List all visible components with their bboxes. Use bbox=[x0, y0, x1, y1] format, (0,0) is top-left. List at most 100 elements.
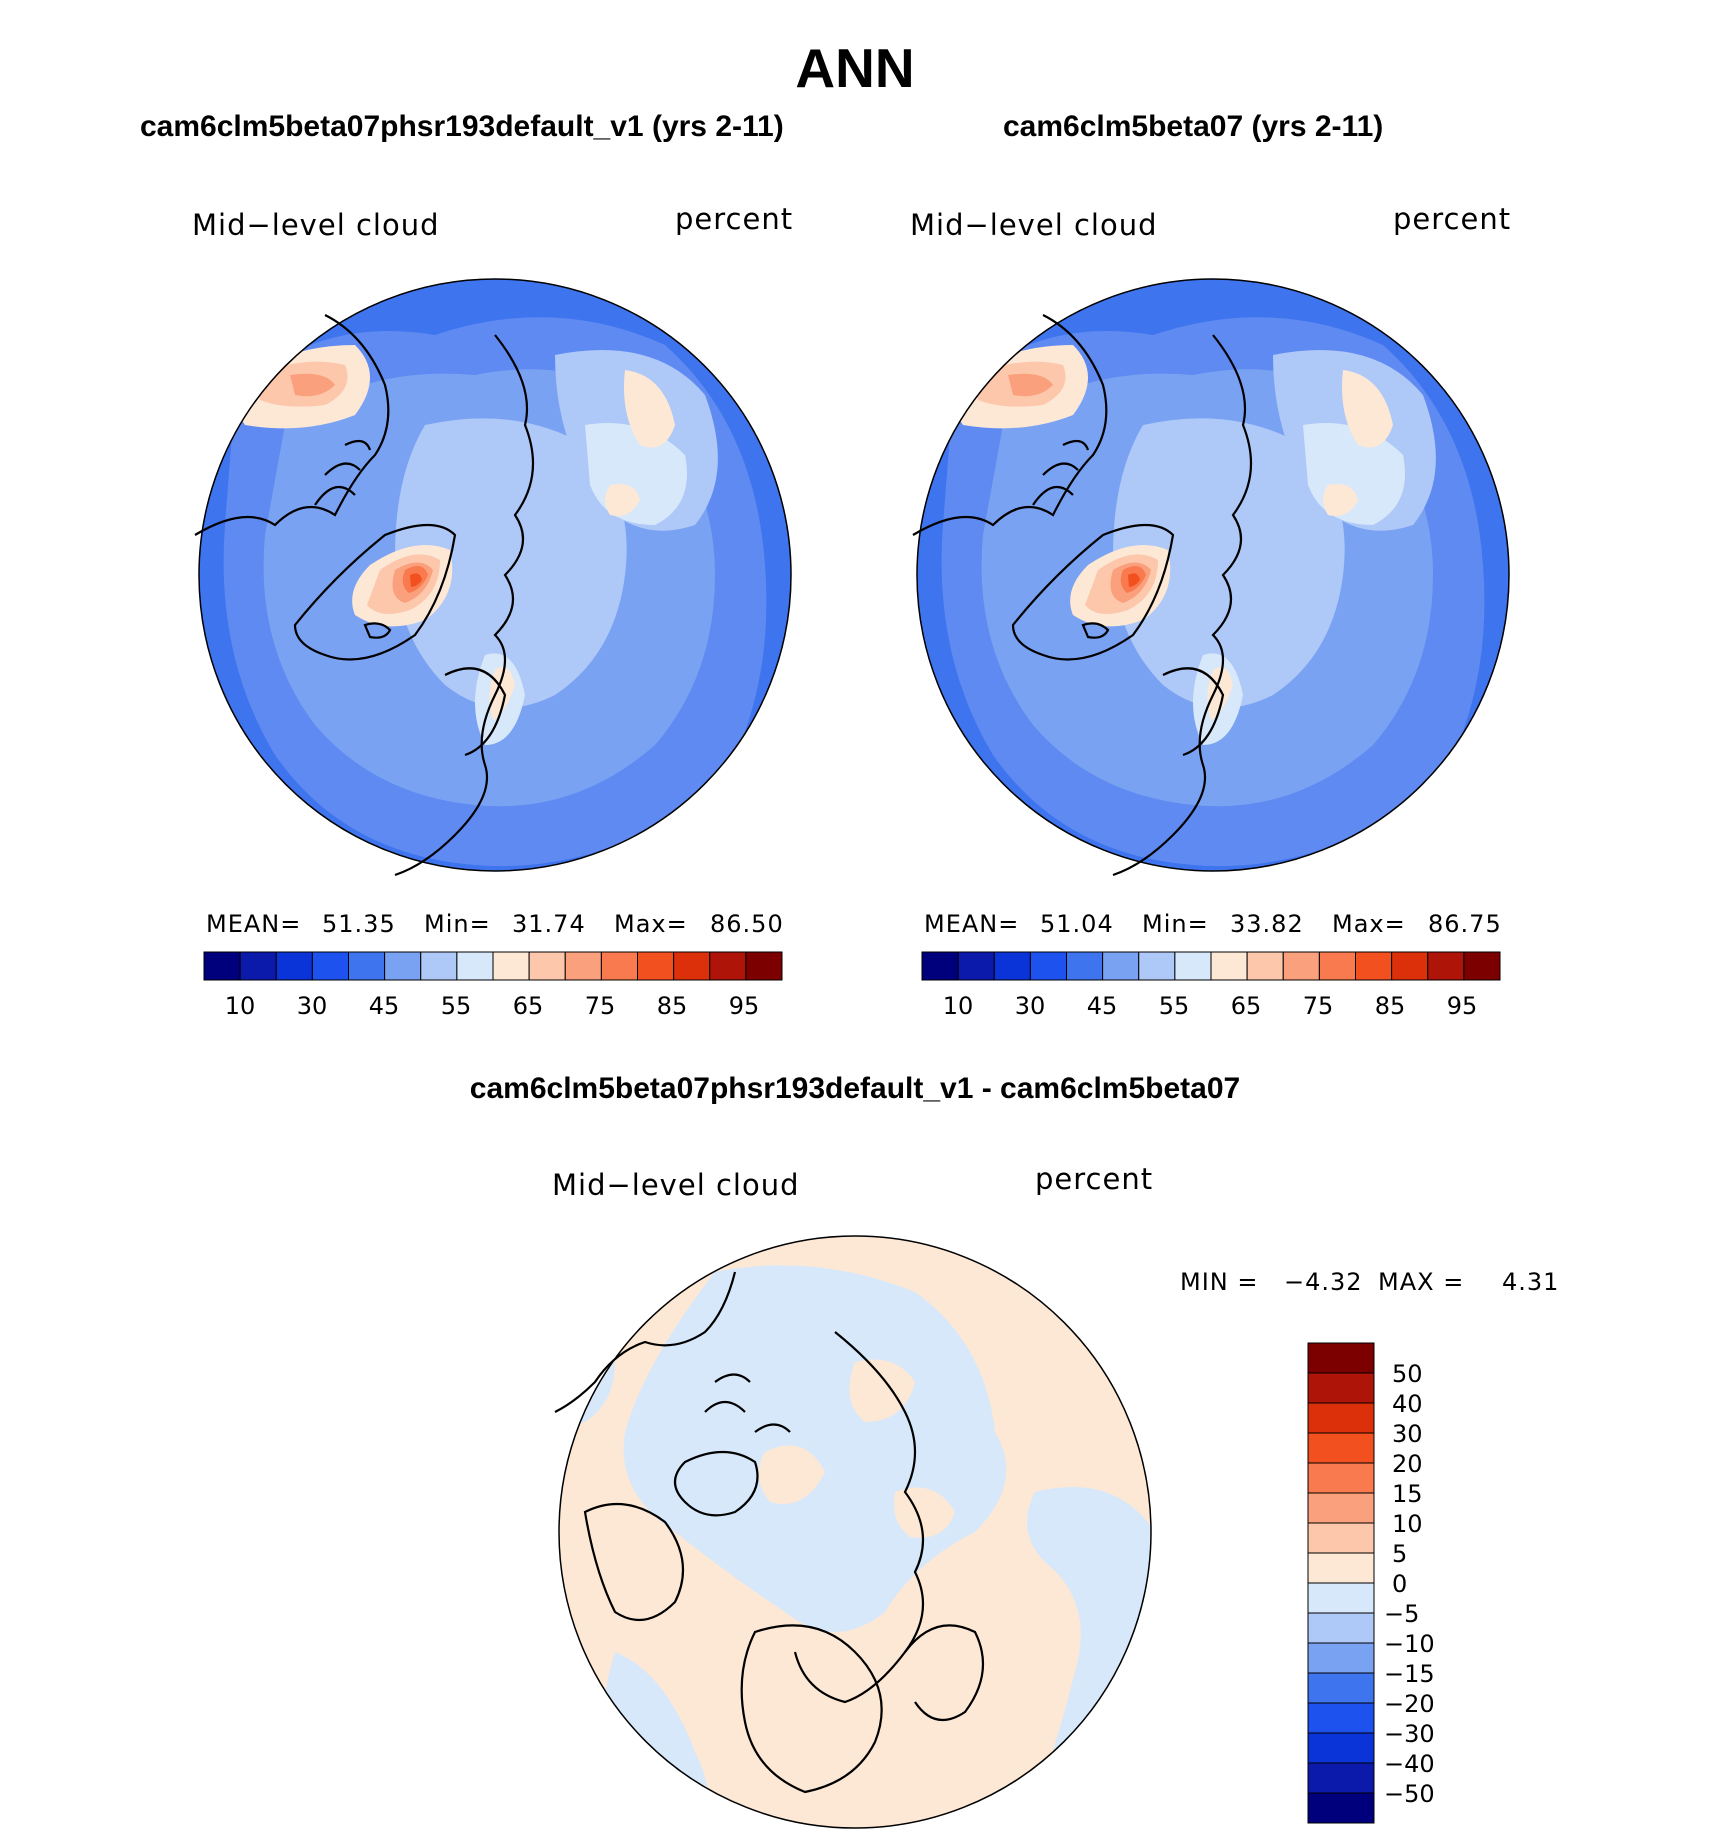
colorbar-swatch bbox=[239, 951, 277, 981]
panel3-min-label: MIN = bbox=[1180, 1268, 1259, 1296]
panel2-cbar-tick-45: 45 bbox=[1086, 992, 1118, 1020]
panel3-cbar-tick-minus30: −30 bbox=[1384, 1720, 1435, 1748]
colorbar-swatch bbox=[203, 951, 241, 981]
panel2-coastline-scandinavia bbox=[1162, 667, 1225, 757]
panel1-cbar-tick-10: 10 bbox=[224, 992, 256, 1020]
panel2-mean-value: 51.04 bbox=[1040, 910, 1114, 938]
colorbar-swatch bbox=[1307, 1762, 1375, 1794]
colorbar-swatch bbox=[420, 951, 458, 981]
panel3-cbar-tick-50: 50 bbox=[1392, 1360, 1423, 1388]
panel1-units-label: percent bbox=[675, 202, 794, 236]
colorbar-swatch bbox=[1307, 1522, 1375, 1554]
colorbar-swatch bbox=[311, 951, 349, 981]
panel2-variable-label: Mid−level cloud bbox=[910, 208, 1158, 242]
colorbar-swatch bbox=[709, 951, 747, 981]
panel3-cbar-tick-10: 10 bbox=[1392, 1510, 1423, 1538]
panel3-field-negative-center bbox=[623, 1265, 1007, 1632]
panel1-title: cam6clm5beta07phsr193default_v1 (yrs 2-1… bbox=[140, 110, 784, 143]
panel2-coastline-eurasia bbox=[1112, 334, 1253, 877]
colorbar-swatch bbox=[957, 951, 995, 981]
panel2-coastline-iceland bbox=[1081, 622, 1110, 639]
figure-title: ANN bbox=[795, 37, 915, 99]
colorbar-swatch bbox=[1138, 951, 1176, 981]
colorbar-swatch bbox=[1307, 1402, 1375, 1434]
colorbar-swatch bbox=[564, 951, 602, 981]
panel2-mean-label: MEAN= bbox=[924, 910, 1020, 938]
panel2-coastline-north-america bbox=[912, 314, 1108, 536]
panel1-mean-label: MEAN= bbox=[206, 910, 302, 938]
panel2-coastline-greenland bbox=[1011, 524, 1175, 661]
panel1-cbar-tick-30: 30 bbox=[296, 992, 328, 1020]
panel3-cbar-tick-0: 0 bbox=[1392, 1570, 1408, 1598]
colorbar-swatch bbox=[456, 951, 494, 981]
panel2-title: cam6clm5beta07 (yrs 2-11) bbox=[1003, 110, 1384, 143]
panel1-coastline-iceland bbox=[363, 622, 392, 639]
panel2-min-value: 33.82 bbox=[1230, 910, 1304, 938]
panel2-cbar-tick-10: 10 bbox=[942, 992, 974, 1020]
panel3-max-value: 4.31 bbox=[1502, 1268, 1560, 1296]
panel2-cbar-tick-30: 30 bbox=[1014, 992, 1046, 1020]
colorbar-swatch bbox=[1463, 951, 1501, 981]
panel1-field-65b bbox=[624, 370, 675, 448]
colorbar-swatch bbox=[1307, 1552, 1375, 1584]
colorbar-swatch bbox=[1391, 951, 1429, 981]
colorbar-swatch bbox=[1307, 1732, 1375, 1764]
panel1-field-75 bbox=[290, 373, 335, 397]
panel1-cbar-tick-45: 45 bbox=[368, 992, 400, 1020]
panel3-map-border bbox=[558, 1235, 1152, 1829]
panel3-coastline-north-america bbox=[554, 1271, 737, 1413]
panel2-field-75 bbox=[1008, 373, 1053, 397]
colorbar-swatch bbox=[1355, 951, 1393, 981]
panel3-cbar-tick-minus15: −15 bbox=[1384, 1660, 1435, 1688]
panel3-cbar-tick-minus40: −40 bbox=[1384, 1750, 1435, 1778]
panel3-coastline-eurasia bbox=[793, 1331, 925, 1704]
panel1-cbar-tick-75: 75 bbox=[584, 992, 616, 1020]
panel1-field-55 bbox=[395, 418, 627, 708]
panel1-map-border bbox=[198, 278, 792, 872]
colorbar-swatch bbox=[993, 951, 1031, 981]
panel3-cbar-tick-minus50: −50 bbox=[1384, 1780, 1435, 1808]
colorbar-swatch bbox=[1307, 1792, 1375, 1824]
panel2-max-value: 86.75 bbox=[1428, 910, 1502, 938]
panel1-variable-label: Mid−level cloud bbox=[192, 208, 440, 242]
panel2-field-65b bbox=[1342, 370, 1393, 448]
panel2-coastline-arctic-islands bbox=[1032, 439, 1090, 506]
panel2-cbar-tick-85: 85 bbox=[1374, 992, 1406, 1020]
panel3-title: cam6clm5beta07phsr193default_v1 - cam6cl… bbox=[469, 1072, 1241, 1105]
colorbar-swatch bbox=[1102, 951, 1140, 981]
panel1-coastline-greenland bbox=[293, 524, 457, 661]
panel3-polar-map bbox=[554, 1235, 1152, 1829]
panel3-coastline-arctic-islands bbox=[704, 1373, 791, 1433]
colorbar-swatch bbox=[1307, 1672, 1375, 1704]
panel1-field-65c bbox=[605, 484, 640, 516]
panel3-colorbar bbox=[1307, 1342, 1375, 1824]
panel3-field-positive-patch1 bbox=[849, 1359, 915, 1422]
panel3-max-label: MAX = bbox=[1378, 1268, 1465, 1296]
panel2-map-border bbox=[916, 278, 1510, 872]
panel3-cbar-tick-40: 40 bbox=[1392, 1390, 1423, 1418]
colorbar-swatch bbox=[1307, 1702, 1375, 1734]
panel2-field-55 bbox=[1113, 418, 1345, 708]
colorbar-swatch bbox=[1210, 951, 1248, 981]
panel3-cbar-tick-5: 5 bbox=[1392, 1540, 1408, 1568]
colorbar-swatch bbox=[745, 951, 783, 981]
colorbar-swatch bbox=[1029, 951, 1067, 981]
colorbar-swatch bbox=[921, 951, 959, 981]
colorbar-swatch bbox=[673, 951, 711, 981]
colorbar-swatch bbox=[275, 951, 313, 981]
panel1-cbar-tick-65: 65 bbox=[512, 992, 544, 1020]
colorbar-swatch bbox=[384, 951, 422, 981]
panel2-cbar-tick-55: 55 bbox=[1158, 992, 1190, 1020]
panel3-units-label: percent bbox=[1035, 1162, 1154, 1196]
panel2-polar-map bbox=[912, 278, 1510, 877]
panel3-coastline-greenland bbox=[583, 1502, 685, 1622]
colorbar-swatch bbox=[1318, 951, 1356, 981]
panel2-cbar-tick-95: 95 bbox=[1446, 992, 1478, 1020]
colorbar-swatch bbox=[348, 951, 386, 981]
panel3-coastline-scandinavia bbox=[904, 1624, 985, 1722]
panel3-cbar-tick-20: 20 bbox=[1392, 1450, 1423, 1478]
panel2-cbar-tick-65: 65 bbox=[1230, 992, 1262, 1020]
colorbar-swatch bbox=[1307, 1492, 1375, 1524]
panel1-colorbar bbox=[203, 951, 783, 981]
colorbar-swatch bbox=[1307, 1372, 1375, 1404]
